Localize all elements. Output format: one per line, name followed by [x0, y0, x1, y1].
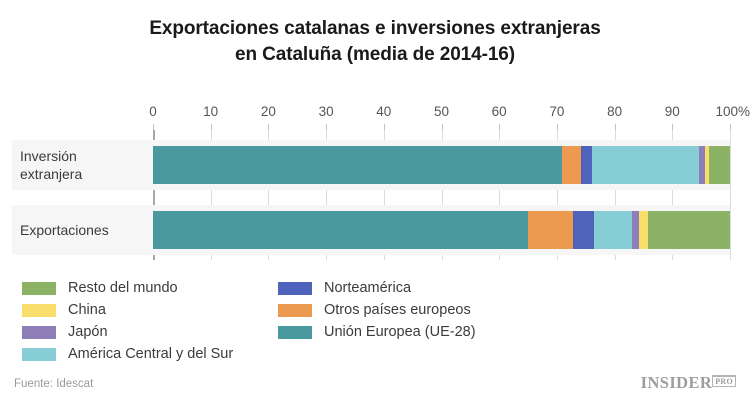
- gridline: [383, 130, 385, 260]
- logo-pro-badge: PRO: [712, 375, 736, 387]
- category-label-line: Exportaciones: [20, 222, 109, 238]
- legend-swatch-icon: [278, 281, 312, 295]
- legend-swatch-icon: [22, 281, 56, 295]
- legend-label: América Central y del Sur: [68, 346, 234, 362]
- x-axis-tick-label: 20: [260, 104, 276, 119]
- insider-pro-logo: INSIDER PRO: [641, 374, 736, 391]
- x-axis-tick-mark: [730, 124, 731, 130]
- gridline: [672, 130, 674, 260]
- x-axis-tick-mark: [210, 124, 212, 130]
- x-axis-tick-mark: [672, 124, 674, 130]
- source-note: Fuente: Idescat: [14, 378, 94, 390]
- bar-segment: [153, 211, 529, 249]
- legend-swatch-icon: [278, 325, 312, 339]
- stacked-bar: [153, 211, 730, 249]
- legend-swatch-icon: [278, 303, 312, 317]
- gridline: [730, 130, 731, 260]
- legend-swatch-icon: [22, 347, 56, 361]
- category-label: Inversión extranjera: [20, 147, 145, 183]
- x-axis-tick-label: 60: [491, 104, 507, 119]
- gridline: [499, 130, 501, 260]
- bar-segment: [631, 211, 639, 249]
- bar-segment: [562, 146, 582, 184]
- legend-label: China: [68, 302, 106, 318]
- gridline: [210, 130, 212, 260]
- legend-item[interactable]: Otros países europeos: [278, 300, 476, 320]
- category-label-line: extranjera: [20, 166, 83, 182]
- legend-column-left: Resto del mundo China Japón América Central…: [22, 278, 233, 366]
- x-axis-tick-mark: [326, 124, 328, 130]
- title-line-2: en Cataluña (media de 2014-16): [235, 44, 515, 65]
- x-axis-tick-mark: [268, 124, 270, 130]
- x-axis: 0 10 20 30 40 50 60 70 80 90 100%: [0, 104, 750, 130]
- x-axis-tick-label: 40: [376, 104, 392, 119]
- legend-label: Norteamérica: [324, 280, 412, 296]
- legend-label: Resto del mundo: [68, 280, 178, 296]
- gridline: [556, 130, 558, 260]
- x-axis-tick-mark: [499, 124, 501, 130]
- legend-item[interactable]: China: [22, 300, 233, 320]
- gridline: [614, 130, 616, 260]
- x-axis-tick-label: 100%: [715, 104, 750, 119]
- legend-swatch-icon: [22, 303, 56, 317]
- bar-segment: [592, 146, 699, 184]
- stacked-bar: [153, 146, 730, 184]
- x-axis-tick-mark: [614, 124, 616, 130]
- x-axis-tick-mark: [153, 124, 154, 130]
- chart-legend: Resto del mundo China Japón América Central…: [0, 278, 750, 362]
- y-axis-line: [153, 130, 155, 260]
- bar-segment: [648, 211, 730, 249]
- bar-segment: [573, 211, 594, 249]
- legend-item[interactable]: Norteamérica: [278, 278, 476, 298]
- bar-segment: [638, 211, 649, 249]
- gridline: [326, 130, 328, 260]
- bar-segment: [528, 211, 574, 249]
- x-axis-tick-label: 30: [318, 104, 334, 119]
- legend-column-right: Norteamérica Otros países europeos Unión E…: [278, 278, 476, 344]
- bar-segment: [704, 146, 709, 184]
- plot-area: [153, 130, 731, 260]
- bar-segment: [153, 146, 563, 184]
- legend-swatch-icon: [22, 325, 56, 339]
- bar-segment: [593, 211, 632, 249]
- x-axis-tick-mark: [556, 124, 558, 130]
- bar-segment: [581, 146, 593, 184]
- page-title: Exportaciones catalanas e inversiones ex…: [0, 0, 750, 68]
- gridline: [268, 130, 270, 260]
- x-axis-tick-label: 0: [149, 104, 157, 119]
- x-axis-tick-label: 80: [607, 104, 623, 119]
- logo-wordmark: INSIDER: [640, 373, 713, 392]
- x-axis-tick-mark: [441, 124, 443, 130]
- gridline: [441, 130, 443, 260]
- bar-segment: [698, 146, 705, 184]
- chart-plot: 0 10 20 30 40 50 60 70 80 90 100% Inversión extranj…: [0, 104, 750, 264]
- legend-label: Japón: [68, 324, 108, 340]
- category-label: Exportaciones: [20, 221, 145, 239]
- legend-item[interactable]: Japón: [22, 322, 233, 342]
- title-line-1: Exportaciones catalanas e inversiones ex…: [149, 18, 601, 39]
- legend-item[interactable]: Unión Europea (UE-28): [278, 322, 476, 342]
- legend-item[interactable]: América Central y del Sur: [22, 344, 233, 364]
- x-axis-tick-label: 50: [433, 104, 450, 119]
- x-axis-tick-label: 10: [203, 104, 219, 119]
- bar-segment: [708, 146, 730, 184]
- x-axis-tick-mark: [383, 124, 385, 130]
- legend-item[interactable]: Resto del mundo: [22, 278, 233, 298]
- x-axis-tick-label: 90: [664, 104, 680, 119]
- category-label-line: Inversión: [20, 148, 77, 164]
- legend-label: Unión Europea (UE-28): [324, 324, 476, 340]
- x-axis-tick-label: 70: [549, 104, 565, 119]
- legend-label: Otros países europeos: [324, 302, 471, 318]
